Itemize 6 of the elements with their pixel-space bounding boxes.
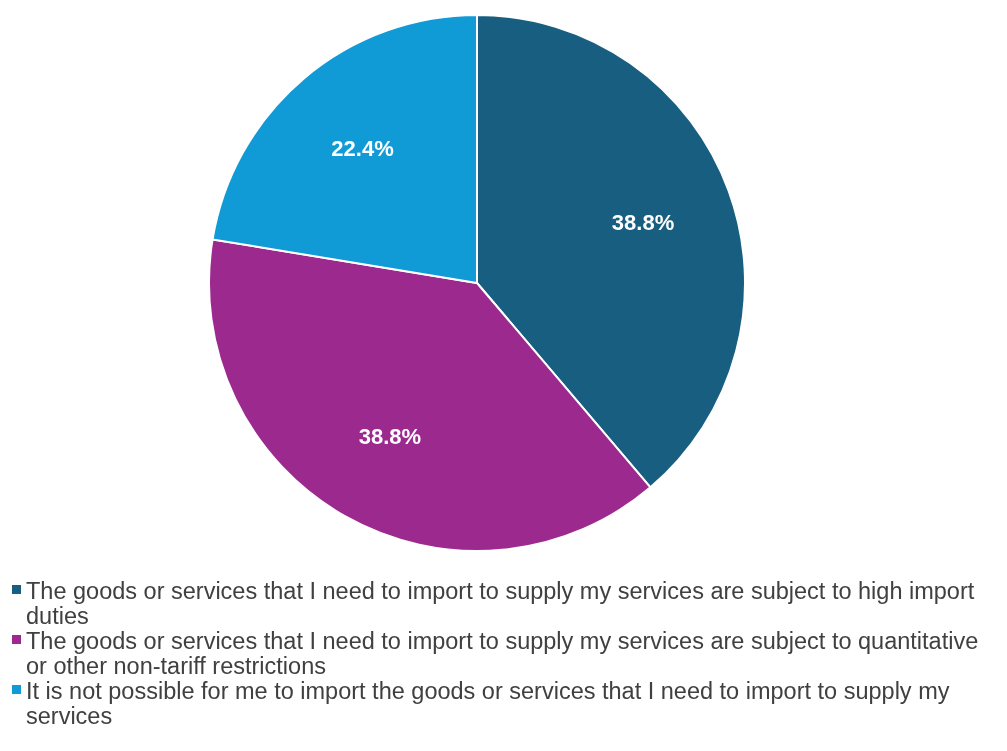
legend-label: The goods or services that I need to import to supply my services are subject to quantitative or other non-tariff restrictions [26,628,979,679]
legend-label: It is not possible for me to import the goods or services that I need to import to supply my services [26,678,950,729]
data-label: 38.8% [611,209,675,235]
legend-label: The goods or services that I need to import to supply my services are subject to high import duties [26,578,975,629]
data-label: 38.8% [358,424,422,450]
data-label: 22.4% [331,135,394,161]
